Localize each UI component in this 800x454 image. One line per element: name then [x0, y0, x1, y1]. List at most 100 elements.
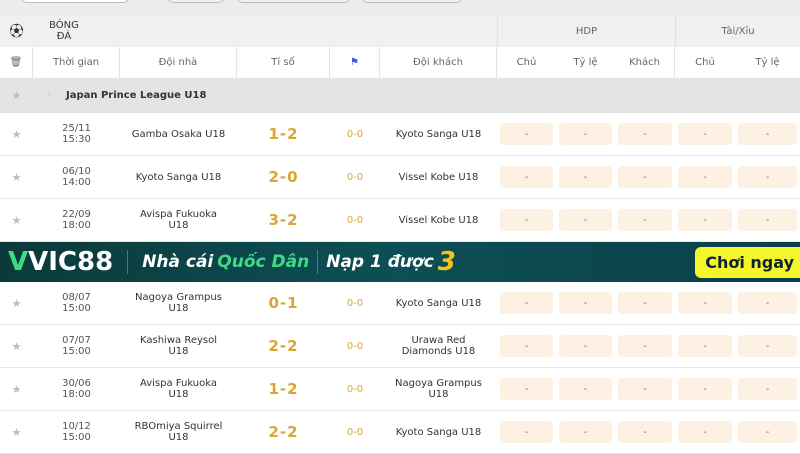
odds-cell[interactable]: - [500, 335, 553, 357]
odds-cell[interactable]: - [500, 378, 553, 400]
match-row[interactable]: ★ 22/09 18:00 Avispa Fukuoka U18 3-2 0-0 … [0, 199, 800, 242]
match-time: 08/07 15:00 [33, 282, 120, 324]
star-icon[interactable]: ★ [11, 170, 22, 184]
odds-cell[interactable]: - [559, 209, 612, 231]
odds-cell[interactable]: - [678, 421, 732, 443]
odds-cell[interactable]: - [738, 378, 797, 400]
match-score: 1-2 [268, 380, 299, 398]
odds-cell[interactable]: - [618, 335, 672, 357]
odds-cell[interactable]: - [738, 166, 797, 188]
match-score: 1-2 [268, 125, 299, 143]
match-hour: 15:30 [62, 134, 91, 145]
match-time: 07/07 15:00 [33, 325, 120, 367]
match-score: 3-2 [268, 211, 299, 229]
odds-cell[interactable]: - [559, 335, 612, 357]
match-time: 10/12 15:00 [33, 411, 120, 453]
match-time: 06/10 14:00 [33, 156, 120, 198]
brand-name: VIC88 [28, 247, 114, 277]
match-time: 30/06 18:00 [33, 368, 120, 410]
match-hour: 15:00 [62, 303, 91, 314]
odds-cell[interactable]: - [678, 209, 732, 231]
odds-cell[interactable]: - [618, 166, 672, 188]
away-team[interactable]: Urawa Red Diamonds U18 [401, 335, 476, 357]
match-date: 25/11 [62, 123, 91, 134]
odds-cell[interactable]: - [500, 421, 553, 443]
col-time: Thời gian [33, 47, 120, 78]
league-logo-icon: ⚬ [45, 90, 54, 101]
filter-button[interactable] [20, 0, 130, 3]
home-team[interactable]: Kyoto Sanga U18 [135, 171, 222, 183]
match-row[interactable]: ★ 30/06 18:00 Avispa Fukuoka U18 1-2 0-0 … [0, 368, 800, 411]
away-team[interactable]: Nagoya Grampus U18 [395, 378, 482, 400]
home-team[interactable]: Kashiwa Reysol U18 [140, 335, 217, 357]
home-team[interactable]: Avispa Fukuoka U18 [139, 209, 218, 231]
match-row[interactable]: ★ 06/10 14:00 Kyoto Sanga U18 2-0 0-0 Vis… [0, 156, 800, 199]
star-icon[interactable]: ★ [11, 213, 22, 227]
odds-cell[interactable]: - [738, 335, 797, 357]
odds-cell[interactable]: - [500, 209, 553, 231]
star-icon[interactable]: ★ [11, 296, 22, 310]
star-icon[interactable]: ★ [11, 425, 22, 439]
star-icon[interactable]: ★ [11, 89, 22, 102]
odds-cell[interactable]: - [678, 123, 732, 145]
odds-cell[interactable]: - [618, 292, 672, 314]
odds-cell[interactable]: - [738, 421, 797, 443]
col-hdp-rate: Tỷ lệ [573, 57, 598, 68]
away-team[interactable]: Vissel Kobe U18 [398, 214, 479, 226]
filter-button[interactable] [361, 0, 463, 3]
odds-cell[interactable]: - [678, 292, 732, 314]
play-now-button[interactable]: Chơi ngay [695, 246, 800, 278]
away-team[interactable]: Vissel Kobe U18 [398, 171, 479, 183]
match-time: 22/09 18:00 [33, 199, 120, 241]
odds-cell[interactable]: - [618, 421, 672, 443]
col-ou-rate: Tỷ lệ [755, 57, 780, 68]
odds-cell[interactable]: - [559, 292, 612, 314]
odds-cell[interactable]: - [559, 123, 612, 145]
halftime-score: 0-0 [346, 171, 364, 183]
top-bar [0, 0, 800, 15]
halftime-score: 0-0 [346, 214, 364, 226]
match-row[interactable]: ★ 07/07 15:00 Kashiwa Reysol U18 2-2 0-0 … [0, 325, 800, 368]
filter-button[interactable] [167, 0, 225, 3]
odds-cell[interactable]: - [559, 421, 612, 443]
sport-title: BÓNG ĐÁ [49, 20, 79, 42]
odds-cell[interactable]: - [678, 166, 732, 188]
away-team[interactable]: Kyoto Sanga U18 [395, 426, 482, 438]
odds-cell[interactable]: - [738, 123, 797, 145]
match-date: 07/07 [62, 335, 91, 346]
odds-cell[interactable]: - [678, 378, 732, 400]
trash-icon[interactable]: 🗑︎ [0, 47, 33, 78]
soccer-ball-icon: ⚽︎ [9, 24, 24, 40]
odds-cell[interactable]: - [618, 378, 672, 400]
odds-cell[interactable]: - [678, 335, 732, 357]
odds-cell[interactable]: - [559, 378, 612, 400]
match-row[interactable]: ★ 08/07 15:00 Nagoya Grampus U18 0-1 0-0 … [0, 282, 800, 325]
league-name: Japan Prince League U18 [66, 90, 207, 101]
away-team[interactable]: Kyoto Sanga U18 [395, 128, 482, 140]
filter-button[interactable] [236, 0, 351, 3]
odds-cell[interactable]: - [618, 123, 672, 145]
match-row[interactable]: ★ 10/12 15:00 RBOmiya Squirrel U18 2-2 0-… [0, 411, 800, 454]
odds-cell[interactable]: - [559, 166, 612, 188]
home-team[interactable]: Avispa Fukuoka U18 [139, 378, 218, 400]
odds-cell[interactable]: - [500, 166, 553, 188]
match-hour: 14:00 [62, 177, 91, 188]
ad-banner[interactable]: V VIC88 Nhà cái Quốc Dân Nạp 1 được 3 Ch… [0, 242, 800, 282]
star-icon[interactable]: ★ [11, 339, 22, 353]
odds-cell[interactable]: - [618, 209, 672, 231]
col-score: Tỉ số [237, 47, 330, 78]
home-team[interactable]: Nagoya Grampus U18 [135, 292, 222, 314]
star-icon[interactable]: ★ [11, 382, 22, 396]
odds-cell[interactable]: - [738, 209, 797, 231]
odds-cell[interactable]: - [500, 123, 553, 145]
halftime-score: 0-0 [346, 128, 364, 140]
odds-cell[interactable]: - [738, 292, 797, 314]
away-team[interactable]: Kyoto Sanga U18 [395, 297, 482, 309]
match-row[interactable]: ★ 25/11 15:30 Gamba Osaka U18 1-2 0-0 Kyo… [0, 113, 800, 156]
league-row[interactable]: ★ ⚬ Japan Prince League U18 [0, 78, 800, 113]
home-team[interactable]: RBOmiya Squirrel U18 [134, 421, 223, 443]
home-team[interactable]: Gamba Osaka U18 [131, 128, 226, 140]
odds-cell[interactable]: - [500, 292, 553, 314]
star-icon[interactable]: ★ [11, 127, 22, 141]
halftime-score: 0-0 [346, 426, 364, 438]
